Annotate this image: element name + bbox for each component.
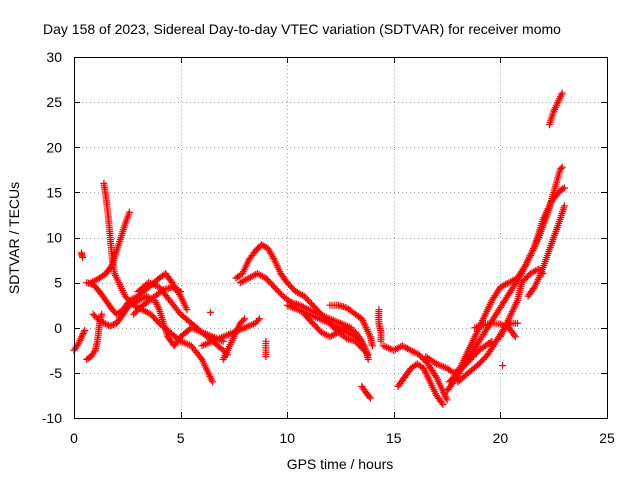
data-point	[101, 320, 109, 328]
series-arc-20	[375, 306, 385, 345]
data-point	[366, 394, 374, 402]
x-tick-label: 25	[599, 430, 615, 446]
data-point	[439, 400, 447, 408]
series-arc-31	[496, 265, 547, 341]
data-point	[80, 328, 88, 336]
data-point	[175, 287, 183, 295]
data-point	[377, 337, 385, 345]
series-arc-25	[445, 184, 568, 386]
series-arc-22	[394, 360, 447, 408]
data-point	[261, 243, 269, 251]
data-point	[197, 354, 205, 362]
data-point	[241, 315, 249, 323]
data-point	[511, 333, 519, 341]
data-point	[559, 185, 567, 193]
data-point	[443, 396, 451, 404]
y-tick-label: 0	[54, 320, 62, 336]
x-tick-label: 10	[279, 430, 295, 446]
y-tick-label: 5	[54, 275, 62, 291]
data-point	[100, 319, 108, 327]
data-point	[81, 326, 89, 334]
data-point	[560, 184, 568, 192]
data-point	[125, 208, 133, 216]
data-point	[79, 331, 87, 339]
series-arc-10	[198, 315, 263, 350]
data-point	[98, 310, 106, 318]
series-arc-1	[70, 326, 89, 354]
data-point	[108, 321, 116, 329]
x-tick-label: 20	[493, 430, 509, 446]
y-axis-label: SDTVAR / TECUs	[6, 182, 22, 294]
data-point	[368, 342, 376, 350]
data-point	[365, 393, 373, 401]
data-point	[79, 329, 87, 337]
x-tick-label: 15	[386, 430, 402, 446]
x-tick-labels: 0 5 10 15 20 25	[70, 430, 615, 446]
series-arc-18	[326, 301, 376, 350]
series-arc-29	[524, 202, 568, 300]
x-axis-label: GPS time / hours	[287, 456, 394, 472]
data-point	[206, 308, 214, 316]
y-tick-label: 15	[46, 184, 62, 200]
data-point	[79, 253, 87, 261]
series-arc-12	[219, 315, 249, 363]
data-point	[209, 378, 217, 386]
data-points	[70, 89, 568, 408]
data-point	[177, 288, 185, 296]
data-point	[557, 164, 565, 172]
x-tick-label: 0	[70, 430, 78, 446]
y-tick-label: -5	[50, 365, 63, 381]
series-arc-15	[262, 337, 270, 361]
series-arc-21	[379, 342, 451, 404]
data-point	[254, 316, 262, 324]
series-arc-28	[499, 362, 507, 370]
series-arc-9	[134, 279, 232, 359]
data-point	[269, 254, 277, 262]
y-tick-label: 10	[46, 230, 62, 246]
series-arc-16	[283, 301, 366, 345]
series-arc-19	[358, 382, 374, 402]
series-arc-2	[77, 249, 87, 261]
y-tick-label: -10	[42, 410, 62, 426]
series-arc-17	[300, 310, 372, 363]
data-point	[560, 202, 568, 210]
data-point	[431, 372, 439, 380]
data-point	[438, 399, 446, 407]
series-arc-30	[545, 89, 566, 129]
y-tick-labels: -10 -5 0 5 10 15 20 25 30	[42, 49, 62, 426]
series-arc-13	[232, 241, 372, 359]
data-point	[109, 321, 117, 329]
data-point	[558, 89, 566, 97]
series-arc-11	[206, 308, 214, 316]
grid	[74, 57, 607, 418]
data-point	[103, 321, 111, 329]
data-point	[90, 348, 98, 356]
series-arc-5	[87, 208, 133, 287]
data-point	[499, 362, 507, 370]
data-point	[239, 316, 247, 324]
data-point	[106, 322, 114, 330]
data-point	[262, 353, 270, 361]
y-tick-label: 20	[46, 139, 62, 155]
data-point	[183, 306, 191, 314]
y-tick-label: 30	[46, 49, 62, 65]
data-point	[513, 319, 521, 327]
data-point	[496, 320, 504, 328]
data-point	[364, 355, 372, 363]
series-arc-6	[100, 179, 217, 386]
x-tick-label: 5	[177, 430, 185, 446]
data-point	[538, 268, 546, 276]
tick-marks	[74, 57, 608, 419]
data-point	[533, 266, 541, 274]
data-point	[558, 163, 566, 171]
y-tick-label: 25	[46, 94, 62, 110]
chart-title: Day 158 of 2023, Sidereal Day-to-day VTE…	[43, 21, 561, 37]
data-point	[255, 315, 263, 323]
data-point	[539, 270, 547, 278]
data-point	[510, 331, 518, 339]
